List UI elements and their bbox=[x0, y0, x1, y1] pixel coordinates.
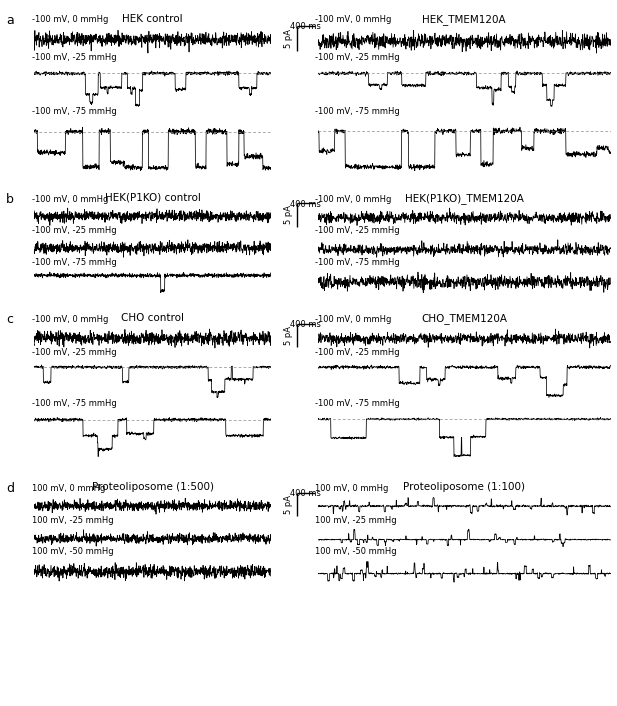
Text: HEK_TMEM120A: HEK_TMEM120A bbox=[423, 14, 506, 25]
Text: -100 mV, -75 mmHg: -100 mV, -75 mmHg bbox=[31, 258, 117, 267]
Text: CHO_TMEM120A: CHO_TMEM120A bbox=[421, 313, 507, 324]
Text: 100 mV, 0 mmHg: 100 mV, 0 mmHg bbox=[315, 484, 388, 493]
Text: c: c bbox=[6, 313, 13, 326]
Text: 400 ms: 400 ms bbox=[291, 200, 321, 208]
Text: -100 mV, 0 mmHg: -100 mV, 0 mmHg bbox=[31, 16, 108, 25]
Text: HEK(P1KO) control: HEK(P1KO) control bbox=[105, 193, 201, 203]
Text: Proteoliposome (1:100): Proteoliposome (1:100) bbox=[404, 482, 525, 492]
Text: -100 mV, 0 mmHg: -100 mV, 0 mmHg bbox=[31, 195, 108, 203]
Text: -100 mV, -75 mmHg: -100 mV, -75 mmHg bbox=[315, 107, 400, 116]
Text: 5 pA: 5 pA bbox=[284, 29, 294, 48]
Text: -100 mV, -25 mmHg: -100 mV, -25 mmHg bbox=[31, 227, 116, 235]
Text: a: a bbox=[6, 14, 14, 27]
Text: -100 mV, -75 mmHg: -100 mV, -75 mmHg bbox=[315, 398, 400, 407]
Text: HEK(P1KO)_TMEM120A: HEK(P1KO)_TMEM120A bbox=[405, 193, 524, 203]
Text: 100 mV, -25 mmHg: 100 mV, -25 mmHg bbox=[31, 516, 113, 525]
Text: 100 mV, 0 mmHg: 100 mV, 0 mmHg bbox=[31, 484, 105, 493]
Text: CHO control: CHO control bbox=[121, 313, 184, 323]
Text: -100 mV, 0 mmHg: -100 mV, 0 mmHg bbox=[31, 315, 108, 324]
Text: d: d bbox=[6, 482, 14, 495]
Text: -100 mV, -25 mmHg: -100 mV, -25 mmHg bbox=[315, 347, 399, 357]
Text: 5 pA: 5 pA bbox=[284, 205, 294, 225]
Text: -100 mV, -25 mmHg: -100 mV, -25 mmHg bbox=[315, 53, 399, 62]
Text: HEK control: HEK control bbox=[122, 14, 183, 24]
Text: 100 mV, -50 mmHg: 100 mV, -50 mmHg bbox=[315, 547, 397, 556]
Text: -100 mV, -25 mmHg: -100 mV, -25 mmHg bbox=[31, 347, 116, 357]
Text: 5 pA: 5 pA bbox=[284, 326, 294, 345]
Text: -100 mV, 0 mmHg: -100 mV, 0 mmHg bbox=[315, 195, 391, 203]
Text: 400 ms: 400 ms bbox=[291, 22, 321, 30]
Text: -100 mV, -25 mmHg: -100 mV, -25 mmHg bbox=[31, 53, 116, 62]
Text: Proteoliposome (1:500): Proteoliposome (1:500) bbox=[92, 482, 213, 492]
Text: -100 mV, 0 mmHg: -100 mV, 0 mmHg bbox=[315, 16, 391, 25]
Text: 100 mV, -50 mmHg: 100 mV, -50 mmHg bbox=[31, 547, 113, 556]
Text: -100 mV, -75 mmHg: -100 mV, -75 mmHg bbox=[31, 398, 117, 407]
Text: 400 ms: 400 ms bbox=[291, 489, 321, 498]
Text: 5 pA: 5 pA bbox=[284, 495, 294, 514]
Text: -100 mV, -75 mmHg: -100 mV, -75 mmHg bbox=[31, 107, 117, 116]
Text: 100 mV, -25 mmHg: 100 mV, -25 mmHg bbox=[315, 516, 397, 525]
Text: -100 mV, -75 mmHg: -100 mV, -75 mmHg bbox=[315, 258, 400, 267]
Text: -100 mV, -25 mmHg: -100 mV, -25 mmHg bbox=[315, 227, 399, 235]
Text: b: b bbox=[6, 193, 14, 205]
Text: -100 mV, 0 mmHg: -100 mV, 0 mmHg bbox=[315, 315, 391, 324]
Text: 400 ms: 400 ms bbox=[291, 321, 321, 329]
